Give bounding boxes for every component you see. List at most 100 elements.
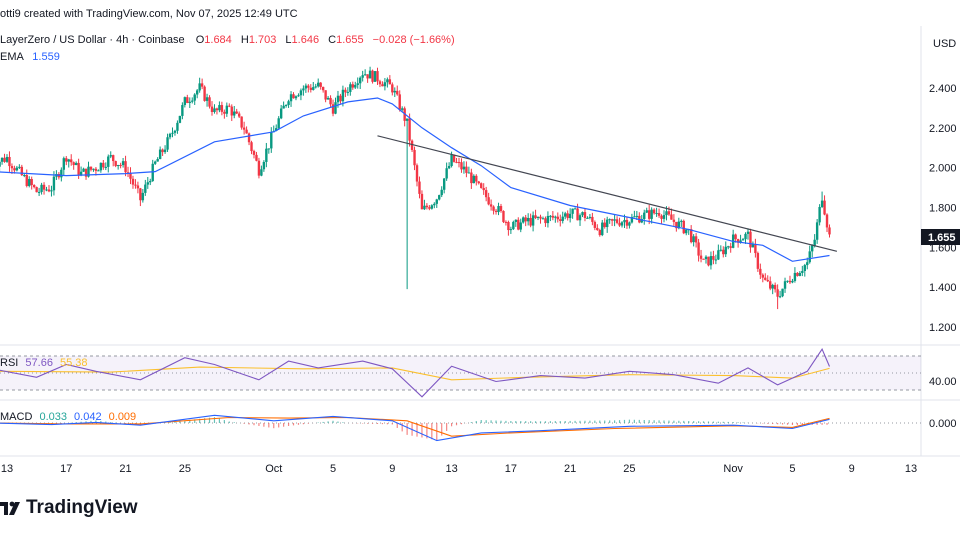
candle-body — [346, 91, 350, 93]
candle-body — [116, 165, 120, 167]
candle-body — [652, 209, 656, 214]
candle-body — [376, 71, 379, 82]
candle-body — [442, 178, 446, 190]
macd-axis-tick: 0.000 — [929, 418, 957, 430]
candle-body — [312, 87, 315, 90]
candle-body — [628, 222, 631, 226]
candle-body — [215, 108, 219, 111]
candle-body — [141, 192, 145, 201]
time-axis-tick: 17 — [505, 463, 517, 475]
candle-body — [171, 132, 174, 134]
high-value: 1.703 — [249, 34, 277, 46]
candle-body — [354, 84, 357, 88]
candle-body — [778, 296, 782, 298]
time-axis-tick: 13 — [1, 463, 13, 475]
candle-body — [811, 245, 814, 252]
candle-body — [70, 159, 73, 163]
candle-body — [84, 168, 88, 177]
candle-body — [576, 208, 579, 221]
ema-legend: EMA 1.559 — [0, 51, 60, 63]
candle-body — [247, 133, 251, 143]
candle-body — [544, 218, 547, 224]
candle-body — [408, 118, 411, 141]
candle-body — [729, 246, 732, 248]
candle-body — [79, 171, 83, 175]
low-label: L — [285, 34, 291, 46]
time-axis-tick: 5 — [789, 463, 795, 475]
time-axis[interactable]: 13 17 21 25 Oct 5 9 13 17 21 25 Nov 5 9 13 — [1, 463, 917, 475]
candle-body — [722, 249, 725, 255]
candle-body — [756, 253, 760, 269]
candle-body — [72, 162, 75, 166]
candle-body — [524, 217, 527, 222]
candle-body — [321, 86, 325, 91]
candle-body — [460, 162, 463, 170]
candle-body — [640, 219, 643, 223]
candle-body — [813, 239, 816, 246]
tradingview-brand[interactable]: TradingView — [26, 497, 138, 518]
price-axis-tick: 2.000 — [929, 163, 957, 175]
candle-body — [480, 183, 483, 188]
candle-body — [433, 203, 436, 206]
candle-body — [131, 178, 135, 185]
candle-body — [549, 215, 552, 217]
candle-body — [667, 211, 671, 215]
candle-body — [356, 83, 359, 85]
candle-body — [645, 210, 648, 213]
candle-body — [791, 280, 794, 283]
candle-body — [198, 83, 201, 91]
rsi-axis-tick: 40.00 — [929, 376, 957, 388]
candle-body — [218, 105, 221, 111]
time-axis-tick: 21 — [119, 463, 131, 475]
candle-body — [719, 249, 723, 251]
candle-body — [245, 129, 248, 134]
candle-body — [798, 272, 802, 276]
candle-body — [168, 133, 172, 138]
candle-body — [541, 218, 545, 220]
candle-body — [186, 97, 189, 103]
candle-body — [331, 104, 335, 114]
candle-body — [514, 219, 518, 222]
macd-line-value: 0.042 — [74, 411, 102, 423]
descending-trendline[interactable] — [377, 135, 838, 252]
candle-body — [428, 207, 431, 209]
candle-body — [107, 156, 110, 167]
candle-body — [739, 240, 742, 243]
time-axis-tick: 9 — [849, 463, 855, 475]
candle-body — [178, 115, 182, 123]
macd-signal-value: 0.009 — [109, 411, 137, 423]
price-axis[interactable]: 2.400 2.200 2.000 1.800 1.600 1.400 1.200 — [929, 83, 957, 334]
candle-body — [359, 77, 362, 84]
candle-body — [519, 222, 522, 230]
candle-body — [766, 279, 769, 282]
candle-body — [97, 170, 100, 172]
candle-body — [37, 191, 41, 193]
candle-body — [309, 87, 313, 90]
candle-body — [18, 166, 21, 168]
candle-body — [371, 70, 374, 82]
candle-body — [381, 84, 384, 87]
candle-body — [267, 148, 271, 150]
time-axis-tick: 13 — [445, 463, 457, 475]
footer: TradingView — [0, 488, 400, 532]
candle-body — [124, 161, 127, 173]
candle-body — [438, 195, 441, 200]
candle-body — [265, 148, 268, 162]
candle-body — [773, 284, 777, 290]
candle-body — [0, 161, 1, 167]
candle-body — [583, 212, 587, 218]
high-label: H — [241, 34, 249, 46]
candle-body — [601, 222, 604, 236]
candle-body — [324, 90, 327, 100]
currency-label[interactable]: USD — [933, 38, 956, 50]
tradingview-logo-icon[interactable] — [0, 499, 22, 519]
candle-body — [672, 219, 676, 222]
candle-body — [302, 88, 305, 91]
candle-body — [161, 149, 164, 153]
candle-body — [499, 206, 503, 211]
change-value: −0.028 (−1.66%) — [373, 34, 455, 46]
candle-body — [512, 221, 515, 230]
candle-body — [292, 94, 295, 99]
candle-body — [413, 149, 416, 166]
